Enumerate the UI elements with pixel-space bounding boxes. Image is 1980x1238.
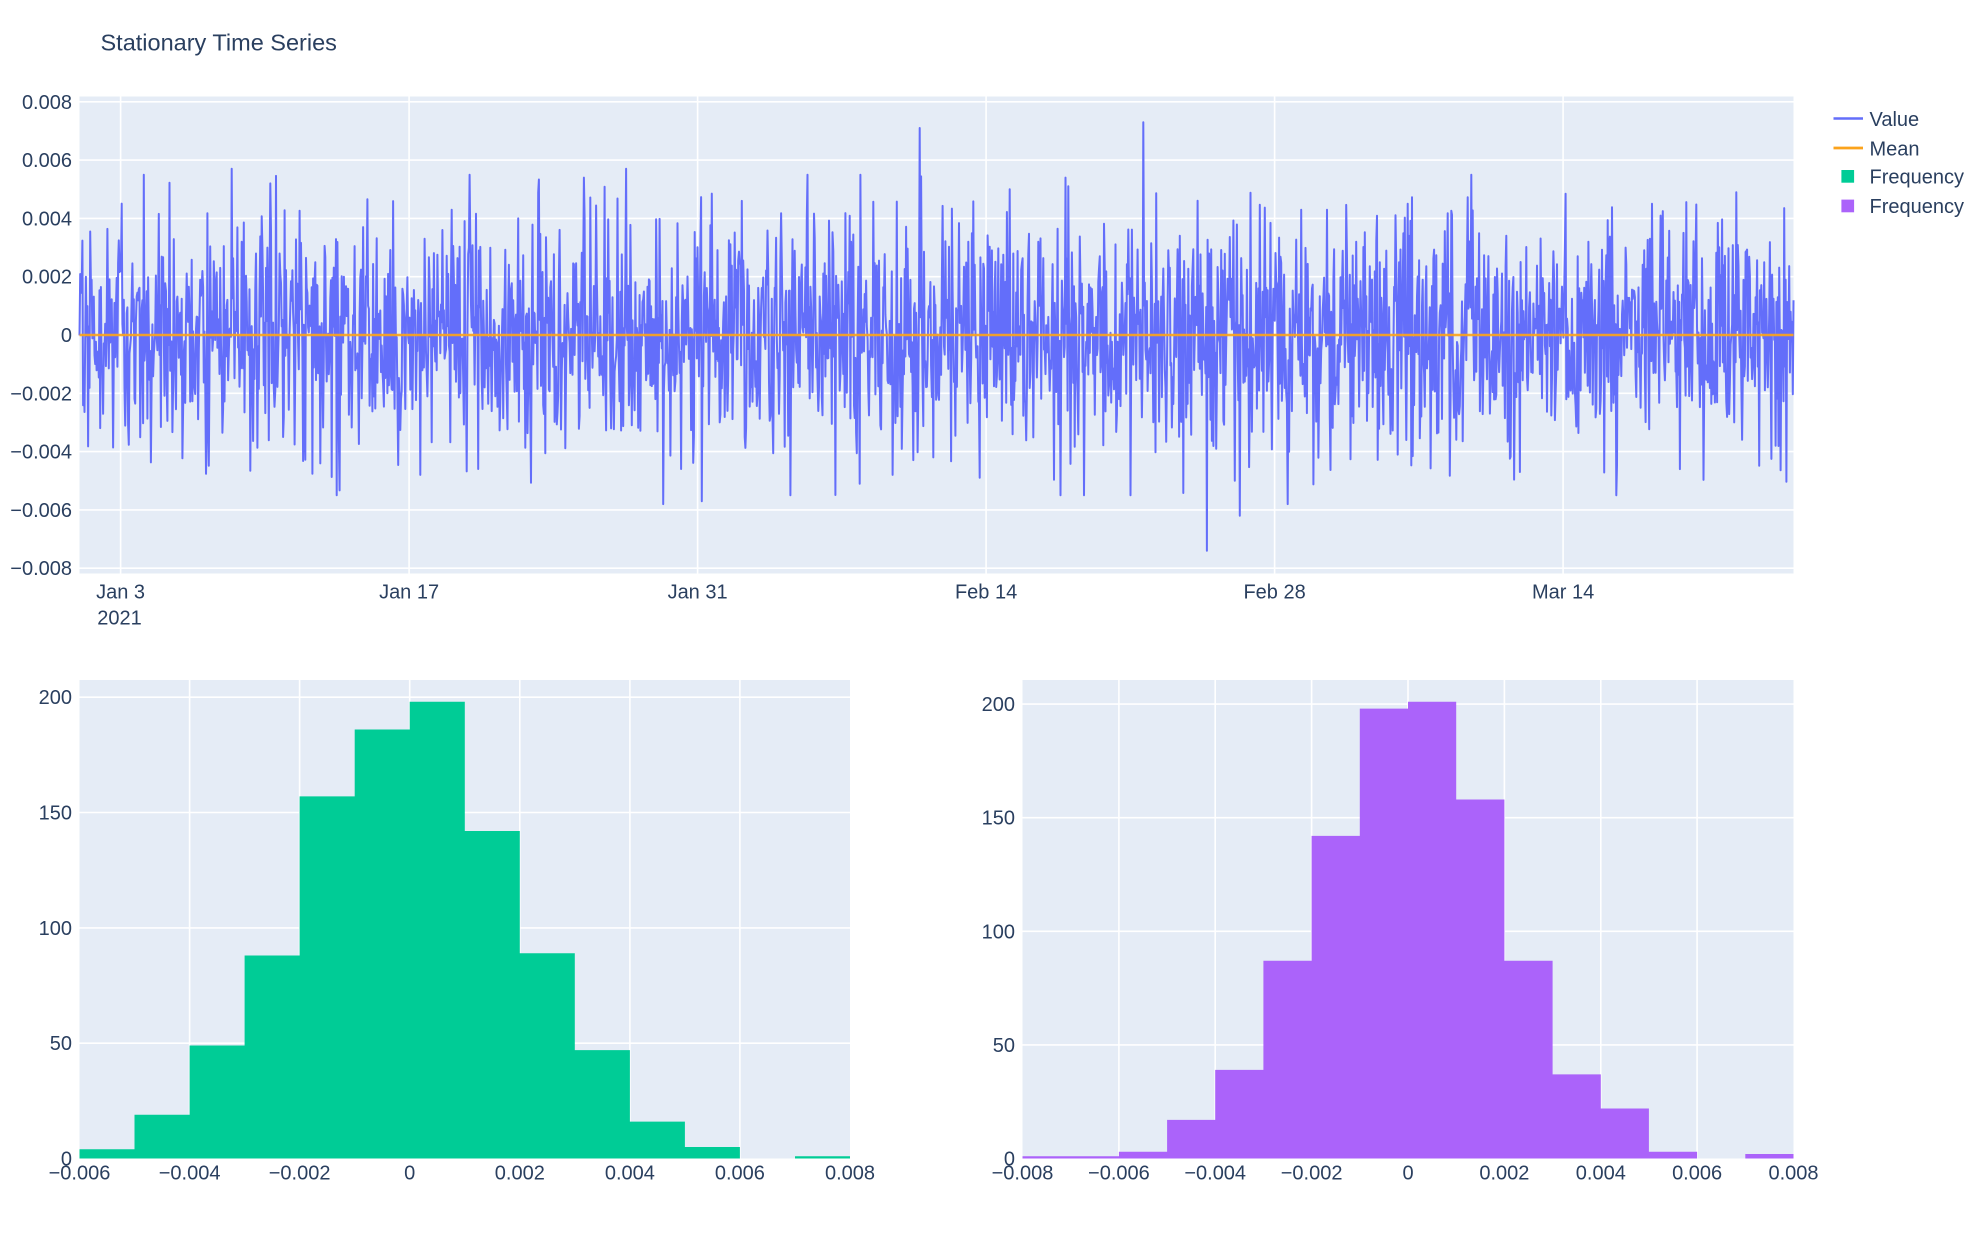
svg-text:Mean: Mean — [1870, 138, 1920, 160]
svg-text:Feb 28: Feb 28 — [1243, 582, 1305, 604]
svg-text:0.008: 0.008 — [825, 1163, 875, 1185]
svg-text:0.008: 0.008 — [1768, 1163, 1818, 1185]
svg-text:0: 0 — [61, 1149, 72, 1171]
svg-text:100: 100 — [39, 918, 72, 940]
svg-text:0.004: 0.004 — [605, 1163, 655, 1185]
svg-text:0.004: 0.004 — [1576, 1163, 1626, 1185]
svg-text:−0.006: −0.006 — [10, 500, 72, 522]
svg-text:−0.008: −0.008 — [992, 1163, 1054, 1185]
svg-text:150: 150 — [982, 808, 1015, 830]
svg-text:Feb 14: Feb 14 — [955, 582, 1017, 604]
svg-text:Frequency: Frequency — [1870, 196, 1965, 218]
svg-text:−0.002: −0.002 — [1281, 1163, 1343, 1185]
svg-text:−0.008: −0.008 — [10, 558, 72, 580]
svg-text:Jan 31: Jan 31 — [668, 582, 728, 604]
svg-text:Value: Value — [1870, 109, 1920, 131]
svg-text:0: 0 — [1004, 1149, 1015, 1171]
svg-text:Frequency: Frequency — [1870, 167, 1965, 189]
svg-text:0: 0 — [404, 1163, 415, 1185]
svg-text:150: 150 — [39, 803, 72, 825]
svg-text:Mar 14: Mar 14 — [1532, 582, 1594, 604]
svg-text:−0.004: −0.004 — [159, 1163, 221, 1185]
svg-text:0.002: 0.002 — [1479, 1163, 1529, 1185]
svg-text:0.006: 0.006 — [1672, 1163, 1722, 1185]
svg-text:0.002: 0.002 — [495, 1163, 545, 1185]
svg-text:Stationary Time Series: Stationary Time Series — [101, 30, 337, 56]
svg-text:50: 50 — [50, 1033, 72, 1055]
svg-text:0.008: 0.008 — [22, 92, 72, 114]
svg-text:Jan 17: Jan 17 — [379, 582, 439, 604]
svg-text:−0.004: −0.004 — [1184, 1163, 1246, 1185]
svg-text:0: 0 — [61, 325, 72, 347]
svg-text:−0.002: −0.002 — [269, 1163, 331, 1185]
svg-text:−0.004: −0.004 — [10, 442, 72, 464]
svg-text:50: 50 — [993, 1035, 1015, 1057]
svg-text:100: 100 — [982, 921, 1015, 943]
svg-text:0: 0 — [1402, 1163, 1413, 1185]
svg-text:0.006: 0.006 — [715, 1163, 765, 1185]
svg-text:0.002: 0.002 — [22, 267, 72, 289]
svg-text:0.006: 0.006 — [22, 150, 72, 172]
svg-text:2021: 2021 — [97, 608, 142, 630]
svg-text:200: 200 — [982, 694, 1015, 716]
svg-text:0.004: 0.004 — [22, 208, 72, 230]
svg-text:−0.006: −0.006 — [1088, 1163, 1150, 1185]
svg-text:200: 200 — [39, 687, 72, 709]
svg-text:Jan 3: Jan 3 — [96, 582, 145, 604]
svg-text:−0.006: −0.006 — [49, 1163, 111, 1185]
svg-text:−0.002: −0.002 — [10, 383, 72, 405]
